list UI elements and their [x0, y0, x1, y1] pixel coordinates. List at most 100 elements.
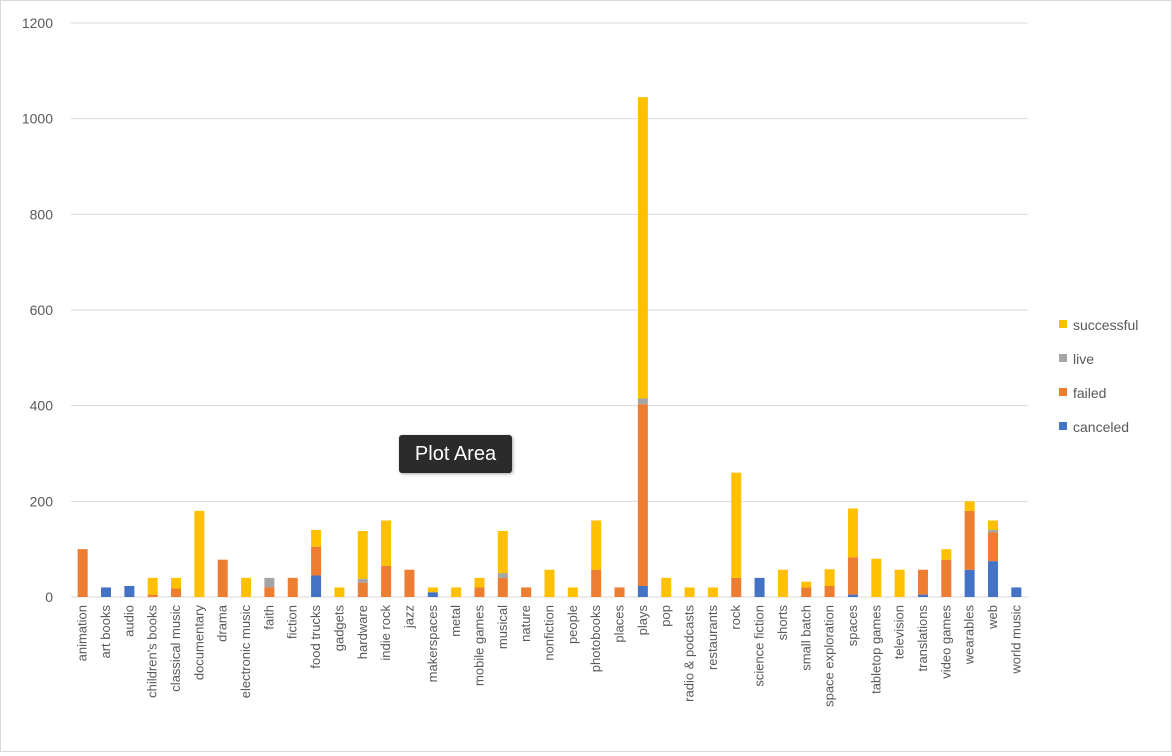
bar-failed[interactable]	[357, 582, 368, 597]
x-tick-label: classical music	[168, 605, 183, 692]
bar-failed[interactable]	[217, 559, 228, 597]
y-tick-label: 0	[45, 589, 53, 605]
bar-failed[interactable]	[964, 510, 975, 570]
bar-failed[interactable]	[147, 594, 158, 597]
bar-successful[interactable]	[707, 587, 718, 597]
bar-failed[interactable]	[847, 557, 858, 595]
bar-successful[interactable]	[357, 530, 368, 579]
bar-successful[interactable]	[334, 587, 345, 597]
bar-successful[interactable]	[894, 569, 905, 597]
bar-failed[interactable]	[264, 587, 275, 597]
bar-successful[interactable]	[847, 508, 858, 558]
bar-successful[interactable]	[731, 472, 742, 578]
bar-failed[interactable]	[731, 577, 742, 597]
bar-successful[interactable]	[311, 530, 322, 547]
x-tick-label: musical	[495, 605, 510, 649]
bar-canceled[interactable]	[101, 587, 112, 597]
bar-canceled[interactable]	[1011, 587, 1022, 597]
x-tick-label: radio & podcasts	[682, 605, 697, 702]
bar-successful[interactable]	[824, 569, 835, 586]
bar-failed[interactable]	[824, 585, 835, 597]
bar-failed[interactable]	[497, 577, 508, 597]
bar-successful[interactable]	[661, 577, 672, 597]
bar-live[interactable]	[987, 530, 998, 533]
x-tick-label: photobooks	[588, 605, 603, 673]
bar-successful[interactable]	[497, 530, 508, 574]
bar-successful[interactable]	[871, 558, 882, 597]
x-tick-label: hardware	[355, 605, 370, 659]
x-tick-label: shorts	[775, 605, 790, 641]
bar-successful[interactable]	[777, 569, 788, 597]
bar-successful[interactable]	[147, 577, 158, 595]
bar-canceled[interactable]	[917, 594, 928, 597]
bar-failed[interactable]	[171, 588, 182, 597]
bar-failed[interactable]	[591, 569, 602, 597]
bar-successful[interactable]	[241, 577, 252, 597]
x-tick-label: faith	[261, 605, 276, 630]
bar-canceled[interactable]	[964, 569, 975, 597]
bar-failed[interactable]	[521, 587, 532, 597]
bar-failed[interactable]	[614, 587, 625, 597]
bar-successful[interactable]	[171, 577, 182, 589]
bar-canceled[interactable]	[754, 577, 765, 597]
y-tick-label: 1200	[22, 15, 53, 31]
bar-successful[interactable]	[451, 587, 462, 597]
bar-canceled[interactable]	[847, 594, 858, 597]
bar-canceled[interactable]	[637, 585, 648, 597]
bar-live[interactable]	[264, 577, 275, 588]
bar-successful[interactable]	[194, 510, 205, 597]
x-tick-label: electronic music	[238, 605, 253, 699]
bar-successful[interactable]	[567, 587, 578, 597]
x-tick-label: mobile games	[471, 605, 486, 686]
x-tick-label: indie rock	[378, 605, 393, 661]
x-tick-label: spaces	[845, 605, 860, 647]
x-tick-label: fiction	[285, 605, 300, 639]
bar-successful[interactable]	[474, 577, 485, 588]
x-tick-label: people	[565, 605, 580, 644]
x-tick-label: television	[892, 605, 907, 659]
x-tick-label: metal	[448, 605, 463, 637]
bar-failed[interactable]	[381, 565, 392, 597]
bar-live[interactable]	[497, 573, 508, 578]
x-tick-label: gadgets	[331, 605, 346, 652]
legend-label-live: live	[1073, 351, 1094, 367]
bar-failed[interactable]	[311, 546, 322, 576]
legend-swatch-failed	[1059, 388, 1067, 396]
bar-successful[interactable]	[381, 520, 392, 566]
bar-successful[interactable]	[941, 549, 952, 560]
bar-canceled[interactable]	[987, 561, 998, 597]
bar-failed[interactable]	[287, 577, 298, 597]
bar-failed[interactable]	[987, 532, 998, 562]
x-tick-label: jazz	[401, 605, 416, 629]
bar-successful[interactable]	[801, 581, 812, 588]
bar-successful[interactable]	[964, 501, 975, 511]
bar-failed[interactable]	[637, 404, 648, 586]
bar-canceled[interactable]	[427, 592, 438, 597]
bar-live[interactable]	[637, 398, 648, 405]
bar-successful[interactable]	[427, 587, 438, 593]
x-tick-label: nonfiction	[542, 605, 557, 661]
x-tick-label: small batch	[798, 605, 813, 671]
bar-canceled[interactable]	[124, 585, 135, 597]
bar-failed[interactable]	[917, 569, 928, 595]
bar-canceled[interactable]	[311, 575, 322, 597]
legend-label-successful: successful	[1073, 317, 1138, 333]
bar-failed[interactable]	[404, 569, 415, 597]
bar-live[interactable]	[357, 578, 368, 583]
bar-successful[interactable]	[684, 587, 695, 597]
x-tick-label: plays	[635, 605, 650, 636]
bar-successful[interactable]	[544, 569, 555, 597]
bar-successful[interactable]	[637, 97, 648, 399]
x-tick-label: rock	[728, 605, 743, 630]
x-tick-label: world music	[1008, 605, 1023, 675]
bar-failed[interactable]	[801, 587, 812, 597]
bar-failed[interactable]	[474, 587, 485, 597]
x-tick-label: children's books	[145, 605, 160, 698]
x-tick-label: drama	[215, 604, 230, 642]
bar-successful[interactable]	[591, 520, 602, 570]
bar-failed[interactable]	[941, 559, 952, 597]
bar-failed[interactable]	[77, 549, 88, 597]
bar-successful[interactable]	[987, 520, 998, 531]
